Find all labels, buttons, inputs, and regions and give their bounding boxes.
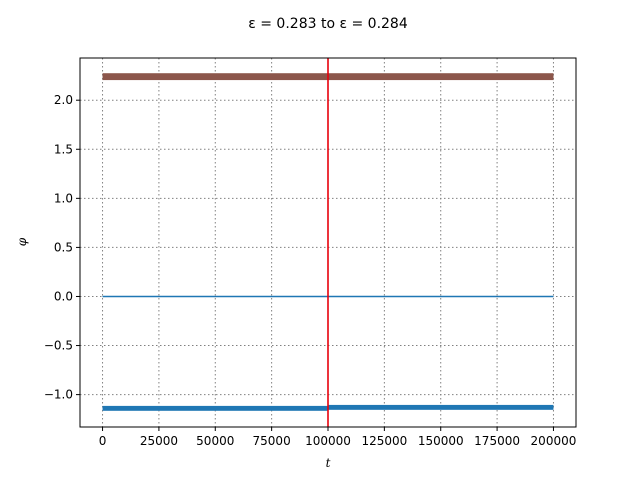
y-tick-label: −1.0 [44,388,73,402]
x-tick-label: 50000 [196,434,234,448]
series-band-3 [328,404,554,410]
y-tick-label: 1.0 [54,191,73,205]
x-tick-label: 150000 [418,434,464,448]
x-tick-label: 200000 [531,434,577,448]
y-tick-label: 0.0 [54,289,73,303]
x-tick-label: 175000 [474,434,520,448]
series-band-2 [102,405,328,411]
x-tick-label: 100000 [305,434,351,448]
y-tick-label: −0.5 [44,339,73,353]
x-axis-title: t [326,456,331,470]
x-tick-label: 25000 [140,434,178,448]
y-tick-label: 1.5 [54,142,73,156]
x-tick-label: 125000 [361,434,407,448]
y-tick-label: 2.0 [54,93,73,107]
x-tick-label: 0 [99,434,107,448]
series-layer [102,58,554,427]
chart-title: ε = 0.283 to ε = 0.284 [248,16,408,32]
y-axis-title: φ [15,237,29,246]
y-tick-label: 0.5 [54,240,73,254]
axes-layer: 0 25000 50000 75000 100000 125000 150000 175000… [44,57,577,448]
x-tick-label: 75000 [253,434,291,448]
